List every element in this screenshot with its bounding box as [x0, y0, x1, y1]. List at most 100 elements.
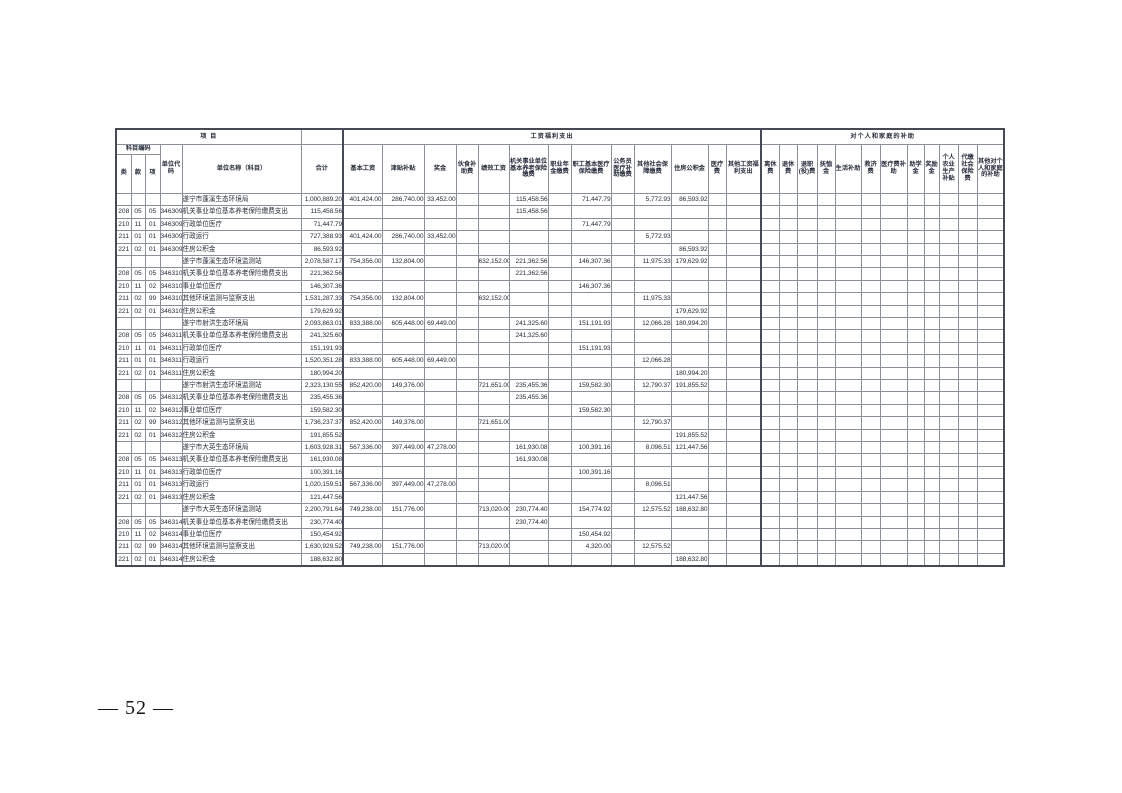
- cell: [778, 441, 798, 455]
- cell: [778, 540, 798, 554]
- cell: [957, 292, 978, 306]
- cell: 149,376.00: [381, 379, 425, 393]
- cell: [760, 279, 780, 294]
- cell: [860, 230, 881, 244]
- cell: [381, 403, 425, 418]
- cell: [938, 379, 959, 393]
- cell: [760, 192, 780, 207]
- cell: [423, 267, 457, 281]
- cell: 02: [130, 242, 146, 256]
- cell: [834, 192, 862, 207]
- cell: [707, 192, 727, 207]
- cell: 632,152.00: [477, 254, 510, 269]
- cell: [670, 329, 709, 343]
- cell: 12,066.28: [633, 354, 672, 368]
- cell: [760, 366, 780, 381]
- total-cell: 2,323,130.55: [300, 379, 344, 393]
- cell: [906, 527, 925, 542]
- cell: [778, 242, 798, 256]
- cell: [860, 441, 881, 455]
- cell: [130, 503, 146, 517]
- header-blank-over-total: [300, 128, 344, 145]
- cell: 05: [130, 515, 146, 529]
- cell: [725, 354, 762, 368]
- cell: [938, 230, 959, 244]
- cell: [938, 279, 959, 294]
- cell: [342, 515, 383, 529]
- cell: [778, 391, 798, 405]
- cell: [508, 428, 549, 443]
- cell: [707, 540, 727, 554]
- cell: [381, 267, 425, 281]
- cell: 401,424.00: [342, 230, 383, 244]
- cell: [547, 441, 572, 455]
- cell: [610, 490, 635, 505]
- cell: [633, 515, 672, 529]
- cell: [342, 428, 383, 443]
- cell: [455, 428, 479, 443]
- cell: [610, 403, 635, 418]
- cell: 605,448.00: [381, 316, 425, 331]
- cell: [610, 267, 635, 281]
- cell: [455, 304, 479, 319]
- cell: [508, 552, 549, 567]
- cell: [547, 540, 572, 554]
- cell: 211: [115, 230, 132, 244]
- total-cell: 1,531,287.33: [300, 292, 344, 306]
- column-header: 住房公积金: [670, 144, 709, 194]
- cell: 151,191.93: [570, 316, 612, 331]
- cell: [860, 205, 881, 219]
- total-cell: 146,307.36: [300, 279, 344, 294]
- cell: [633, 267, 672, 281]
- cell: [923, 478, 940, 492]
- cell: [834, 416, 862, 430]
- cell: [423, 503, 457, 517]
- cell: 852,420.00: [342, 416, 383, 430]
- cell: [725, 478, 762, 492]
- table-row: 210 11 02 346314 事业单位医疗 150,454.92 150,454.92: [115, 527, 1005, 542]
- cell: 191,855.52: [670, 379, 709, 393]
- unit-name-cell: 行政运行: [181, 354, 302, 368]
- cell: 221,362.56: [508, 267, 549, 281]
- cell: [906, 490, 925, 505]
- cell: [778, 192, 798, 207]
- cell: 632,152.00: [477, 292, 510, 306]
- cell: [923, 416, 940, 430]
- cell: [707, 217, 727, 232]
- cell: [381, 205, 425, 219]
- cell: [938, 540, 959, 554]
- cell: 235,455.36: [508, 379, 549, 393]
- cell: [725, 292, 762, 306]
- cell: [381, 490, 425, 505]
- cell: 05: [130, 205, 146, 219]
- cell: [796, 242, 818, 256]
- column-header: 绩效工资: [477, 144, 510, 194]
- cell: [860, 341, 881, 356]
- table-row: 208 05 05 346312 机关事业单位基本养老保险缴费支出 235,455.36 2…: [115, 391, 1005, 405]
- cell: [477, 205, 510, 219]
- cell: [455, 416, 479, 430]
- cell: [976, 316, 1005, 331]
- column-header: 奖金: [423, 144, 457, 194]
- cell: [381, 366, 425, 381]
- cell: [570, 304, 612, 319]
- cell: 11: [130, 279, 146, 294]
- total-cell: 121,447.56: [300, 490, 344, 505]
- cell: [477, 304, 510, 319]
- cell: [976, 503, 1005, 517]
- cell: [455, 465, 479, 480]
- cell: [115, 441, 132, 455]
- cell: 99: [144, 416, 161, 430]
- table-row: 遂宁市大英生态环境局 1,603,928.31 567,336.00 397,449.…: [115, 441, 1005, 455]
- cell: [860, 503, 881, 517]
- cell: 86,593.92: [670, 242, 709, 256]
- cell: [508, 217, 549, 232]
- cell: [957, 428, 978, 443]
- cell: [455, 316, 479, 331]
- cell: [477, 242, 510, 256]
- cell: [879, 354, 908, 368]
- cell: [610, 441, 635, 455]
- cell: 01: [130, 230, 146, 244]
- header-project: 项 目: [115, 128, 302, 145]
- cell: 5,772.93: [633, 192, 672, 207]
